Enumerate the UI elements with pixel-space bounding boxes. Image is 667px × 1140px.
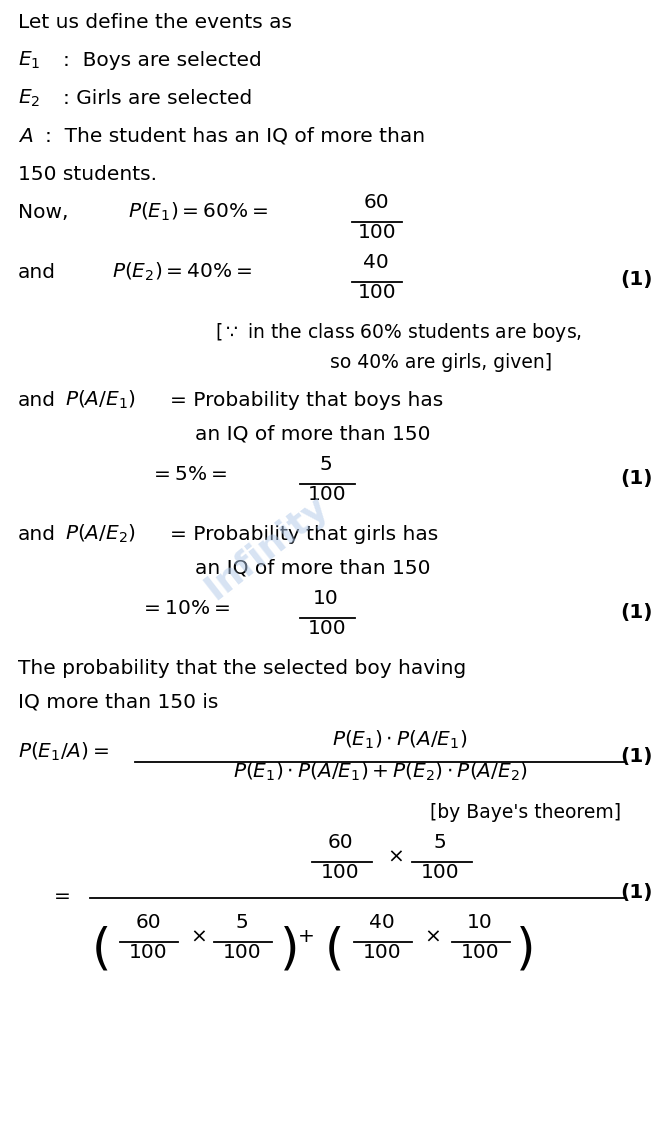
Text: Now,: Now, bbox=[18, 203, 69, 222]
Text: $= 10\% = $: $= 10\% = $ bbox=[140, 598, 230, 618]
Text: 100: 100 bbox=[223, 943, 261, 962]
Text: (: ( bbox=[325, 926, 344, 974]
Text: :  Boys are selected: : Boys are selected bbox=[63, 51, 261, 70]
Text: (1): (1) bbox=[620, 469, 652, 488]
Text: 5: 5 bbox=[235, 913, 248, 933]
Text: and: and bbox=[18, 263, 56, 282]
Text: (1): (1) bbox=[620, 747, 652, 766]
Text: 5: 5 bbox=[319, 455, 332, 474]
Text: so 40% are girls, given]: so 40% are girls, given] bbox=[330, 353, 552, 372]
Text: $E_2$: $E_2$ bbox=[18, 88, 40, 109]
Text: 100: 100 bbox=[358, 283, 396, 302]
Text: 100: 100 bbox=[358, 223, 396, 242]
Text: $+$: $+$ bbox=[297, 927, 313, 946]
Text: = Probability that boys has: = Probability that boys has bbox=[170, 391, 444, 410]
Text: $P(E_2) = 40\% = $: $P(E_2) = 40\% = $ bbox=[112, 261, 252, 284]
Text: [$\because$ in the class 60% students are boys,: [$\because$ in the class 60% students ar… bbox=[215, 321, 582, 344]
Text: 5: 5 bbox=[434, 833, 446, 852]
Text: 100: 100 bbox=[421, 863, 460, 882]
Text: (1): (1) bbox=[620, 884, 652, 902]
Text: $E_1$: $E_1$ bbox=[18, 50, 40, 72]
Text: $= 5\% = $: $= 5\% = $ bbox=[150, 465, 227, 484]
Text: 60: 60 bbox=[327, 833, 353, 852]
Text: [by Baye's theorem]: [by Baye's theorem] bbox=[430, 803, 621, 822]
Text: Let us define the events as: Let us define the events as bbox=[18, 13, 292, 32]
Text: 100: 100 bbox=[307, 619, 346, 638]
Text: The probability that the selected boy having: The probability that the selected boy ha… bbox=[18, 659, 466, 678]
Text: 60: 60 bbox=[364, 193, 389, 212]
Text: ): ) bbox=[280, 926, 299, 974]
Text: $A$: $A$ bbox=[18, 127, 33, 146]
Text: $\times$: $\times$ bbox=[387, 847, 403, 866]
Text: = Probability that girls has: = Probability that girls has bbox=[170, 526, 438, 544]
Text: 100: 100 bbox=[307, 484, 346, 504]
Text: :  The student has an IQ of more than: : The student has an IQ of more than bbox=[45, 127, 425, 146]
Text: $P(E_1) \cdot P(A/E_1) + P(E_2) \cdot P(A/E_2)$: $P(E_1) \cdot P(A/E_1) + P(E_2) \cdot P(… bbox=[233, 762, 528, 783]
Text: 150 students.: 150 students. bbox=[18, 165, 157, 184]
Text: $\times$: $\times$ bbox=[190, 927, 206, 946]
Text: an IQ of more than 150: an IQ of more than 150 bbox=[195, 425, 430, 443]
Text: 100: 100 bbox=[363, 943, 402, 962]
Text: $P(A/E_1)$: $P(A/E_1)$ bbox=[65, 389, 136, 412]
Text: 40: 40 bbox=[369, 913, 395, 933]
Text: $P(A/E_2)$: $P(A/E_2)$ bbox=[65, 523, 136, 545]
Text: 10: 10 bbox=[313, 589, 339, 608]
Text: and: and bbox=[18, 526, 56, 544]
Text: 10: 10 bbox=[467, 913, 493, 933]
Text: $P(E_1/A) = $: $P(E_1/A) = $ bbox=[18, 741, 109, 764]
Text: and: and bbox=[18, 391, 56, 410]
Text: : Girls are selected: : Girls are selected bbox=[63, 89, 252, 108]
Text: $P(E_1) = 60\% = $: $P(E_1) = 60\% = $ bbox=[128, 201, 268, 223]
Text: 40: 40 bbox=[363, 253, 389, 272]
Text: $\times$: $\times$ bbox=[424, 927, 440, 946]
Text: $=$: $=$ bbox=[50, 885, 71, 904]
Text: 100: 100 bbox=[129, 943, 167, 962]
Text: (1): (1) bbox=[620, 270, 652, 290]
Text: 60: 60 bbox=[135, 913, 161, 933]
Text: Infinity: Infinity bbox=[199, 489, 335, 605]
Text: (: ( bbox=[92, 926, 111, 974]
Text: an IQ of more than 150: an IQ of more than 150 bbox=[195, 559, 430, 578]
Text: IQ more than 150 is: IQ more than 150 is bbox=[18, 693, 218, 712]
Text: 100: 100 bbox=[321, 863, 360, 882]
Text: 100: 100 bbox=[461, 943, 500, 962]
Text: $P(E_1) \cdot P(A/E_1)$: $P(E_1) \cdot P(A/E_1)$ bbox=[332, 728, 468, 751]
Text: ): ) bbox=[516, 926, 536, 974]
Text: (1): (1) bbox=[620, 603, 652, 622]
